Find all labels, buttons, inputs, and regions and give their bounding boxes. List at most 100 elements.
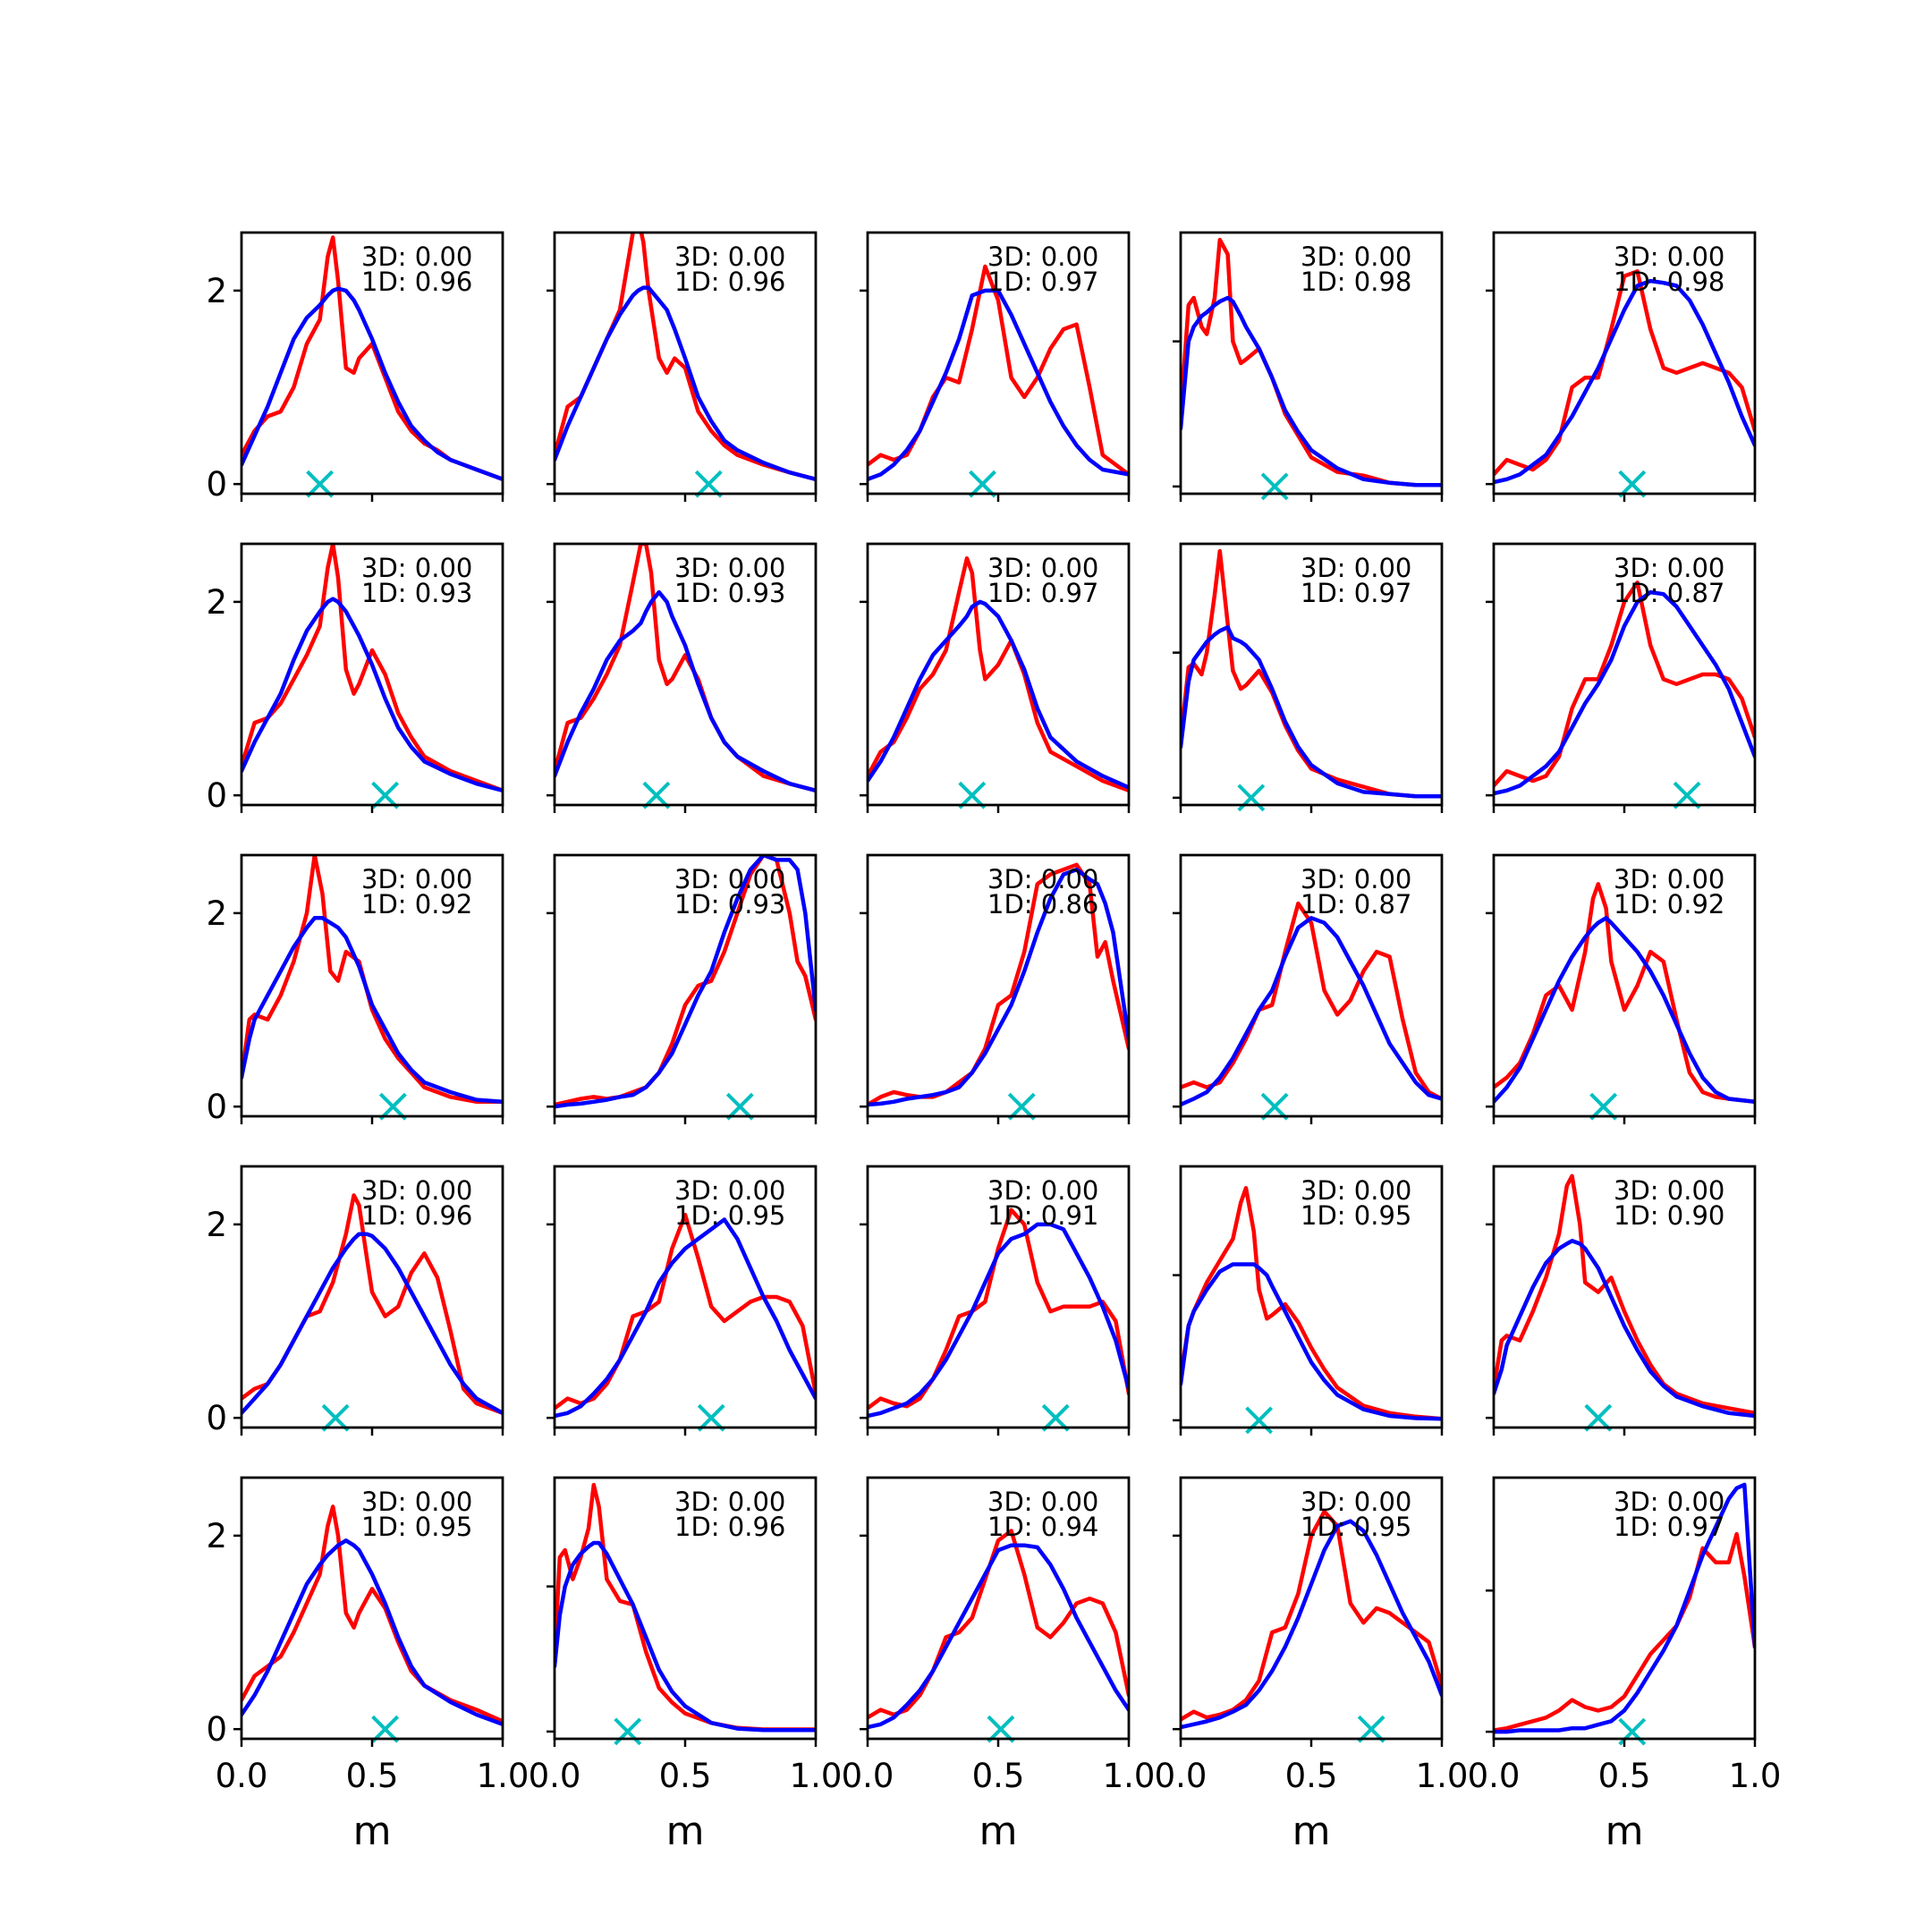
red-curve [1494, 1531, 1755, 1733]
x-marker [694, 470, 723, 498]
score-1d: 1D: 0.96 [674, 267, 785, 297]
x-marker-stroke [1357, 1715, 1385, 1743]
score-1d: 1D: 0.96 [674, 1512, 785, 1542]
blue-curve [1494, 589, 1755, 796]
score-3d: 3D: 0.00 [361, 864, 472, 894]
x-marker [371, 1715, 400, 1743]
x-marker [1260, 1092, 1289, 1121]
blue-curve [868, 867, 1129, 1107]
blue-curve [1494, 916, 1755, 1105]
x-marker [1245, 1406, 1274, 1435]
score-1d: 1D: 0.92 [1614, 889, 1724, 919]
x-marker-stroke [1589, 1092, 1618, 1121]
score-3d: 3D: 0.00 [674, 242, 785, 272]
x-marker-stroke [1618, 470, 1647, 498]
score-1d: 1D: 0.97 [1614, 1512, 1724, 1542]
x-marker-stroke [1673, 781, 1701, 809]
score-3d: 3D: 0.00 [987, 1175, 1098, 1206]
blue-curve [1494, 1482, 1755, 1734]
score-3d: 3D: 0.00 [361, 1175, 472, 1206]
blue-curve [868, 599, 1129, 790]
x-tick-label: 0.5 [1598, 1757, 1651, 1795]
score-1d: 1D: 0.87 [1614, 578, 1724, 608]
score-3d: 3D: 0.00 [987, 864, 1098, 894]
x-marker-stroke [1260, 1092, 1289, 1121]
score-3d: 3D: 0.00 [674, 553, 785, 583]
x-axis-label: m [666, 1809, 705, 1854]
x-marker-stroke [321, 1403, 350, 1432]
score-1d: 1D: 0.95 [674, 1200, 785, 1231]
score-1d: 1D: 0.87 [1301, 889, 1411, 919]
x-tick-label: 0.5 [1285, 1757, 1338, 1795]
score-3d: 3D: 0.00 [1301, 864, 1411, 894]
x-tick-label: 0.5 [659, 1757, 712, 1795]
score-3d: 3D: 0.00 [361, 1487, 472, 1517]
score-1d: 1D: 0.93 [674, 578, 785, 608]
blue-curve [1181, 1262, 1442, 1421]
red-curve [555, 1212, 816, 1411]
x-marker-stroke [378, 1092, 407, 1121]
blue-curve [555, 1540, 816, 1733]
score-1d: 1D: 0.95 [361, 1512, 472, 1542]
score-1d: 1D: 0.91 [987, 1200, 1098, 1231]
blue-curve [1181, 295, 1442, 487]
score-1d: 1D: 0.93 [674, 889, 785, 919]
blue-curve [868, 288, 1129, 482]
x-axis-label: m [1606, 1809, 1644, 1854]
x-marker-stroke [642, 781, 671, 809]
x-tick-label: 1.0 [1416, 1757, 1469, 1795]
x-marker [1357, 1715, 1385, 1743]
y-tick-label: 2 [206, 1206, 227, 1244]
x-marker-stroke [694, 470, 723, 498]
score-3d: 3D: 0.00 [1614, 1487, 1724, 1517]
x-marker-stroke [969, 470, 996, 498]
x-marker [987, 1715, 1015, 1743]
red-curve [242, 855, 503, 1105]
x-marker [614, 1717, 642, 1746]
x-marker [725, 1092, 754, 1121]
blue-curve [242, 1232, 503, 1416]
blue-curve [555, 1217, 816, 1419]
x-marker [321, 1403, 350, 1432]
score-3d: 3D: 0.00 [1301, 1175, 1411, 1206]
y-tick-label: 2 [206, 583, 227, 622]
score-1d: 1D: 0.94 [987, 1512, 1098, 1542]
x-marker-stroke [697, 1403, 725, 1432]
red-curve [1181, 1186, 1442, 1421]
x-marker-stroke [1041, 1403, 1070, 1432]
x-marker [642, 781, 671, 809]
red-curve [1181, 901, 1442, 1101]
score-3d: 3D: 0.00 [987, 242, 1098, 272]
x-axis-label: m [1292, 1809, 1331, 1854]
x-tick-label: 0.0 [842, 1757, 894, 1795]
x-tick-label: 0.5 [346, 1757, 399, 1795]
y-tick-label: 2 [206, 1517, 227, 1555]
x-marker [371, 781, 400, 809]
y-tick-label: 0 [206, 1710, 227, 1749]
score-1d: 1D: 0.96 [361, 1200, 472, 1231]
score-1d: 1D: 0.97 [1301, 578, 1411, 608]
score-1d: 1D: 0.96 [361, 267, 472, 297]
score-1d: 1D: 0.86 [987, 889, 1098, 919]
score-3d: 3D: 0.00 [1614, 1175, 1724, 1206]
score-1d: 1D: 0.98 [1301, 267, 1411, 297]
x-marker-stroke [371, 781, 400, 809]
blue-curve [1181, 916, 1442, 1107]
x-tick-label: 0.0 [1468, 1757, 1521, 1795]
x-marker-stroke [1007, 1092, 1036, 1121]
x-marker [969, 470, 996, 498]
x-tick-label: 0.5 [972, 1757, 1025, 1795]
red-curve [868, 1529, 1129, 1720]
red-curve [1494, 269, 1755, 477]
x-marker-stroke [958, 781, 987, 809]
